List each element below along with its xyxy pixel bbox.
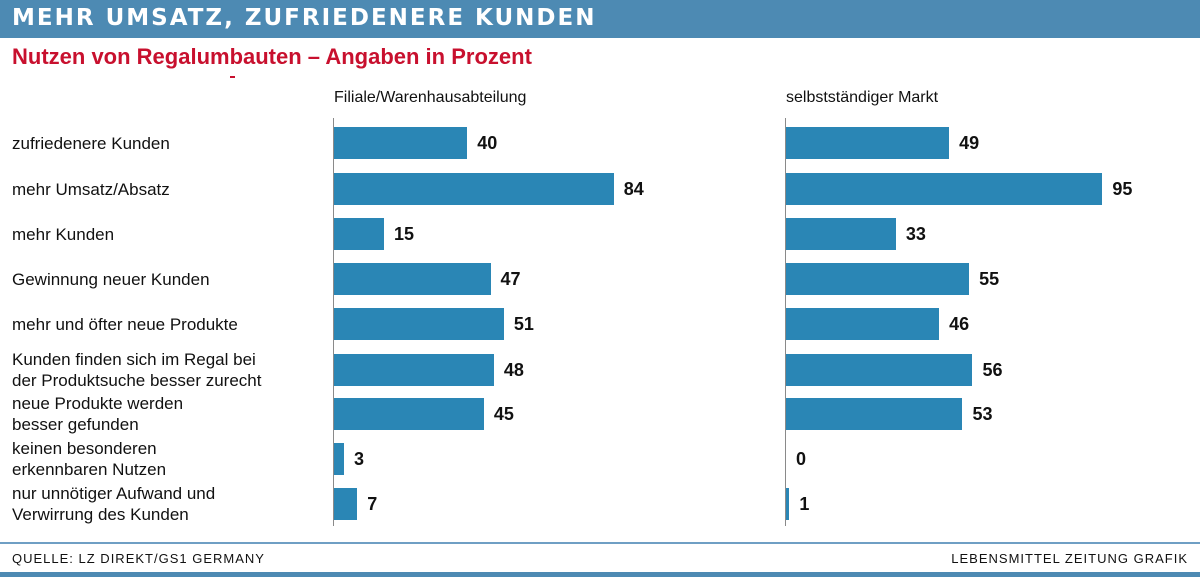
category-label-line: erkennbaren Nutzen — [12, 460, 167, 479]
category-label: mehr und öfter neue Produkte — [12, 314, 238, 335]
bar — [334, 443, 344, 475]
series-title-markt: selbstständiger Markt — [786, 89, 939, 106]
category-label: zufriedenere Kunden — [12, 133, 170, 154]
category-label: mehr Kunden — [12, 224, 114, 245]
credit-note: LEBENSMITTEL ZEITUNG GRAFIK — [951, 551, 1188, 566]
footer-rule — [0, 542, 1200, 544]
bar — [786, 263, 970, 295]
category-label-line: mehr Kunden — [12, 224, 115, 244]
category-label-line: der Produktsuche besser zurecht — [12, 371, 262, 390]
category-label-line: keinen besonderen — [12, 439, 157, 458]
value-label: 48 — [503, 360, 524, 380]
source-note: QUELLE: LZ DIREKT/GS1 GERMANY — [12, 551, 265, 566]
category-label: keinen besonderen erkennbaren Nutzen — [12, 438, 166, 480]
category-label-line: besser gefunden — [12, 415, 139, 434]
value-label: 53 — [972, 404, 993, 424]
category-label-line: mehr und öfter neue Produkte — [12, 314, 238, 334]
bar — [786, 218, 896, 250]
axis-baseline-filiale — [333, 118, 334, 526]
bar — [786, 173, 1103, 205]
footer-bar — [0, 572, 1200, 577]
bar — [786, 127, 950, 159]
decorative-tick — [230, 76, 235, 78]
value-label: 51 — [513, 314, 534, 334]
category-label: Gewinnung neuer Kunden — [12, 269, 210, 290]
category-label-line: Kunden finden sich im Regal bei — [12, 350, 256, 369]
value-label: 7 — [367, 494, 378, 514]
value-label: 15 — [393, 224, 414, 244]
header-bar: MEHR UMSATZ, ZUFRIEDENERE KUNDEN — [0, 0, 1200, 38]
bar — [334, 308, 504, 340]
bar — [786, 308, 940, 340]
axis-baseline-markt — [785, 118, 786, 526]
value-label: 47 — [500, 269, 521, 289]
bar — [334, 218, 384, 250]
category-label: neue Produkte werden besser gefunden — [12, 393, 183, 435]
category-label: mehr Umsatz/Absatz — [12, 179, 170, 200]
category-label-line: zufriedenere Kunden — [12, 133, 170, 153]
bar — [334, 127, 468, 159]
category-label: Kunden finden sich im Regal bei der Produ… — [12, 349, 261, 391]
bar — [334, 398, 484, 430]
value-label: 33 — [905, 224, 926, 244]
bar — [334, 354, 494, 386]
value-label: 55 — [979, 269, 1000, 289]
category-label-line: Verwirrung des Kunden — [12, 505, 189, 524]
value-label: 45 — [493, 404, 514, 424]
bar — [334, 488, 358, 520]
bar — [334, 173, 614, 205]
value-label: 1 — [799, 494, 810, 514]
value-label: 3 — [353, 449, 364, 469]
value-label: 46 — [949, 314, 970, 334]
value-label: 49 — [959, 133, 980, 153]
page-title: MEHR UMSATZ, ZUFRIEDENERE KUNDEN — [12, 5, 597, 31]
value-label: 0 — [796, 449, 807, 469]
category-label-line: neue Produkte werden — [12, 394, 184, 413]
value-label: 40 — [477, 133, 498, 153]
value-label: 84 — [623, 179, 644, 199]
bar — [786, 354, 973, 386]
chart-subtitle: Nutzen von Regalumbauten – Angaben in Pr… — [12, 44, 532, 69]
category-label-line: mehr Umsatz/Absatz — [12, 179, 170, 199]
bar — [786, 488, 790, 520]
category-label-line: Gewinnung neuer Kunden — [12, 269, 210, 289]
bar — [334, 263, 491, 295]
value-label: 95 — [1112, 179, 1133, 199]
category-label-line: nur unnötiger Aufwand und — [12, 484, 216, 503]
category-label: nur unnötiger Aufwand und Verwirrung des … — [12, 483, 215, 525]
series-title-filiale: Filiale/Warenhausabteilung — [334, 89, 527, 106]
value-label: 56 — [982, 360, 1003, 380]
bar — [786, 398, 963, 430]
